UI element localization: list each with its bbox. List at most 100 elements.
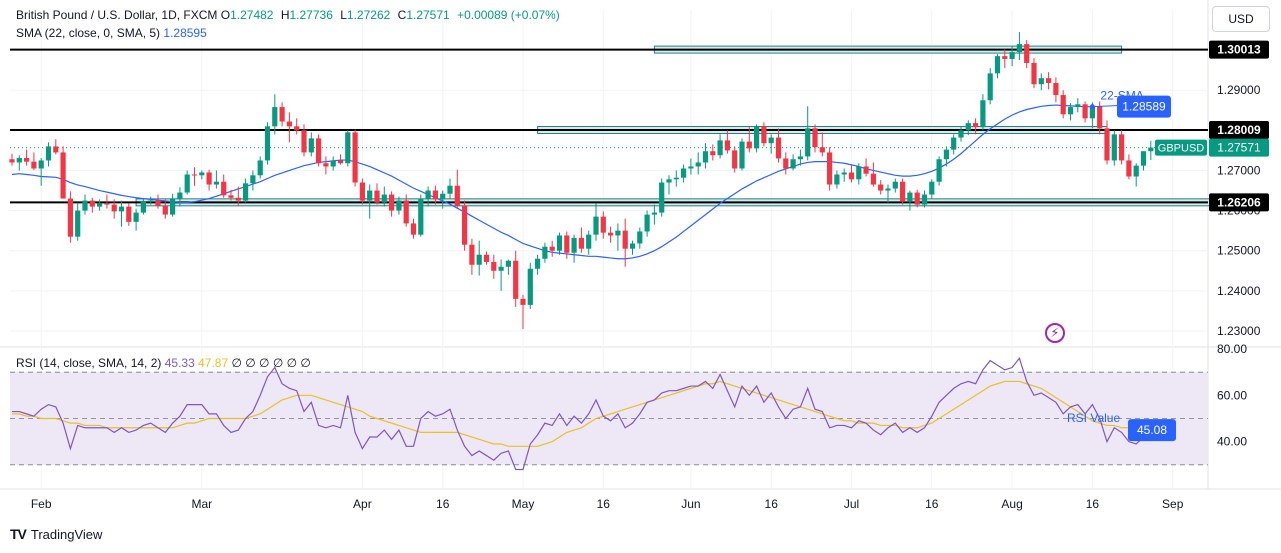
- candle-body: [177, 192, 183, 199]
- events-bolt-icon[interactable]: ⚡: [1045, 323, 1065, 343]
- candle-body: [89, 200, 95, 207]
- candles-layer[interactable]: [9, 32, 1154, 329]
- time-axis-label: 16: [1086, 497, 1100, 511]
- sma-annotation-value: 1.28589: [1122, 100, 1166, 114]
- candle-body: [155, 200, 161, 206]
- candle-body: [1053, 83, 1059, 96]
- ohlc-high-label: H: [280, 8, 290, 22]
- candle-body: [885, 188, 891, 191]
- candle-body: [67, 198, 73, 237]
- candle-body: [1104, 128, 1110, 161]
- candle-body: [213, 181, 219, 185]
- candle-body: [732, 150, 738, 169]
- candle-body: [746, 141, 752, 149]
- currency-button[interactable]: USD: [1212, 6, 1270, 32]
- symbol-header: British Pound / U.S. Dollar, 1D, FXCM O1…: [16, 8, 564, 22]
- candle-body: [491, 261, 497, 271]
- candle-body: [162, 205, 168, 215]
- time-axis-label: Mar: [191, 497, 212, 511]
- sma-label: SMA (22, close, 0, SMA, 5): [16, 26, 161, 40]
- candle-body: [191, 174, 198, 176]
- candle-body: [520, 298, 526, 305]
- rsi-pane[interactable]: [10, 357, 1208, 471]
- candle-body: [754, 126, 760, 149]
- sma-legend[interactable]: SMA (22, close, 0, SMA, 5) 1.28595: [16, 26, 207, 40]
- candle-body: [1038, 78, 1044, 85]
- rsi-ma-line: [12, 380, 1159, 447]
- candle-body: [440, 193, 446, 200]
- candle-body: [1002, 56, 1008, 59]
- ohlc-low-label: L: [340, 8, 347, 22]
- candle-body: [133, 212, 139, 222]
- candle-body: [702, 151, 709, 163]
- candle-body: [1082, 104, 1088, 119]
- candle-body: [1009, 52, 1015, 59]
- candle-body: [235, 197, 241, 201]
- candle-body: [666, 179, 672, 183]
- symbol-tag-label: GBPUSD: [1158, 143, 1205, 155]
- candle-body: [498, 266, 504, 271]
- price-tags: 1.30013 1.28009 1.26206 GBPUSD 1.27571: [1155, 40, 1269, 212]
- candle-body: [1075, 104, 1081, 108]
- candle-body: [60, 152, 66, 199]
- candle-body: [608, 232, 614, 236]
- candle-body: [827, 152, 833, 185]
- tradingview-logo[interactable]: TV TradingView: [10, 526, 102, 542]
- rsi-extra-values: ∅ ∅ ∅ ∅ ∅ ∅: [231, 356, 311, 370]
- rsi-annotation-box: [1128, 419, 1176, 442]
- candle-body: [535, 258, 541, 269]
- candle-body: [250, 175, 256, 184]
- candle-body: [31, 161, 37, 169]
- candle-body: [834, 174, 840, 185]
- ohlc-low-value: 1.27262: [346, 8, 391, 22]
- last-price-tag: [1209, 138, 1269, 157]
- price-axis-label: 1.25000: [1217, 244, 1261, 258]
- rsi-annotation-text: RSI Value: [1067, 411, 1120, 425]
- candle-body: [1060, 95, 1066, 115]
- candle-body: [111, 204, 117, 212]
- candle-body: [929, 181, 935, 195]
- candle-body: [75, 210, 81, 237]
- candle-body: [308, 138, 314, 153]
- candle-body: [118, 206, 125, 212]
- level-lines: [10, 48, 1208, 204]
- candle-body: [637, 231, 643, 244]
- candle-body: [221, 181, 227, 196]
- price-axis-label: 1.29000: [1217, 83, 1261, 97]
- candle-body: [856, 166, 862, 180]
- candle-body: [848, 172, 855, 180]
- candle-body: [1126, 160, 1132, 177]
- candle-body: [126, 206, 132, 222]
- candle-body: [921, 194, 928, 205]
- candle-body: [294, 126, 300, 131]
- candle-body: [987, 73, 993, 101]
- time-axis-label: Sep: [1162, 497, 1184, 511]
- ohlc-close-value: 1.27571: [406, 8, 450, 22]
- candle-body: [542, 246, 548, 259]
- candle-body: [97, 203, 103, 207]
- candle-body: [184, 174, 190, 193]
- time-axis-label: 16: [597, 497, 611, 511]
- candle-body: [82, 200, 88, 211]
- candle-body: [578, 237, 584, 249]
- level-tag: [1209, 120, 1269, 139]
- candle-body: [1140, 151, 1147, 166]
- time-axis-label: Jul: [844, 497, 859, 511]
- candle-body: [994, 56, 1001, 74]
- brand-name: TradingView: [30, 526, 103, 542]
- candle-body: [316, 138, 322, 164]
- candle-body: [483, 254, 490, 262]
- time-axis-label: Jun: [681, 497, 700, 511]
- rsi-line: [12, 357, 1159, 471]
- candle-body: [345, 132, 351, 164]
- symbol-tag: [1155, 139, 1207, 156]
- candle-body: [1133, 165, 1139, 177]
- candle-body: [1148, 147, 1154, 152]
- candle-body: [943, 149, 949, 160]
- candle-body: [45, 146, 52, 161]
- rsi-legend[interactable]: RSI (14, close, SMA, 14, 2) 45.33 47.87 …: [16, 356, 311, 370]
- candle-body: [1046, 78, 1052, 84]
- level-tag: [1209, 193, 1269, 212]
